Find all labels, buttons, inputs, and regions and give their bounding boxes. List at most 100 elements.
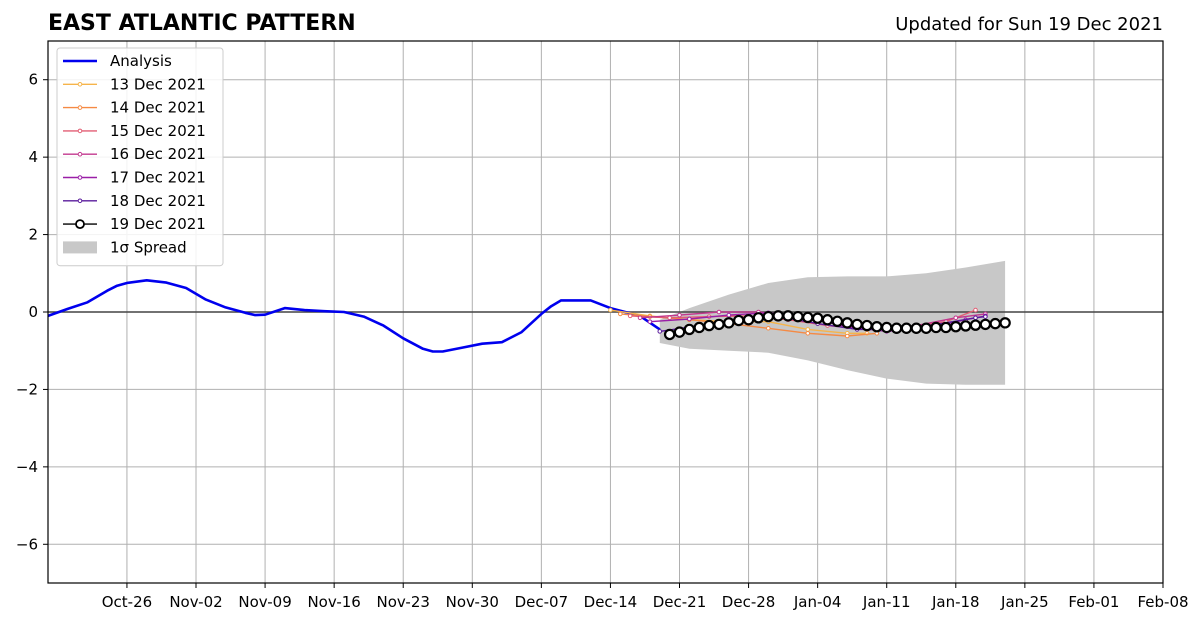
analysis-series — [47, 278, 661, 353]
x-tick-label: Feb-08 — [1137, 593, 1188, 611]
y-axis-ticks: −6 −4 −2 0 2 4 6 — [16, 71, 48, 553]
legend-entry: 18 Dec 2021 — [63, 192, 206, 210]
forecast-point — [713, 318, 725, 331]
legend-label: 17 Dec 2021 — [110, 169, 206, 187]
forecast-point — [716, 309, 722, 315]
forecast-point — [792, 310, 804, 323]
legend: Analysis 13 Dec 2021 14 Dec 2021 15 Dec 202… — [56, 47, 224, 267]
legend-label: 18 Dec 2021 — [110, 192, 206, 210]
forecast-point — [703, 319, 715, 332]
forecast-point — [953, 315, 959, 321]
forecast-point — [811, 312, 824, 324]
legend-entry: 16 Dec 2021 — [63, 145, 206, 163]
legend-entry: 14 Dec 2021 — [63, 99, 206, 117]
legend-marker — [77, 128, 83, 134]
forecast-point — [841, 317, 853, 329]
forecast-point — [657, 329, 663, 334]
forecast-point — [766, 325, 771, 331]
forecast-point — [772, 310, 784, 322]
legend-marker — [77, 198, 83, 204]
forecast-point — [861, 319, 873, 332]
forecast-point — [821, 314, 834, 326]
x-tick-label: Feb-01 — [1068, 593, 1119, 611]
forecast-point — [973, 315, 978, 321]
forecast-point — [693, 321, 705, 334]
x-tick-label: Nov-02 — [169, 593, 222, 611]
y-tick-label: −6 — [16, 535, 38, 553]
x-tick-label: Jan-04 — [793, 593, 842, 611]
forecast-point — [677, 312, 682, 318]
analysis-line — [47, 278, 661, 353]
forecast-point — [910, 322, 923, 334]
chart-title: EAST ATLANTIC PATTERN — [48, 11, 356, 36]
forecast-point — [752, 312, 765, 324]
y-tick-label: 6 — [28, 71, 38, 89]
legend-label: 16 Dec 2021 — [110, 145, 206, 163]
forecast-point — [608, 307, 613, 313]
y-tick-label: 4 — [28, 148, 38, 166]
forecast-point — [979, 318, 992, 331]
forecast-point — [831, 315, 844, 327]
forecast-point — [930, 321, 942, 334]
legend-marker — [77, 151, 83, 157]
forecast-point — [989, 317, 1001, 330]
forecast-point — [890, 322, 903, 334]
legend-marker — [77, 105, 83, 110]
y-tick-label: −4 — [16, 458, 38, 476]
legend-marker — [77, 175, 83, 180]
legend-label: 19 Dec 2021 — [110, 215, 206, 233]
x-tick-label: Nov-30 — [446, 593, 499, 611]
legend-box — [56, 47, 224, 267]
legend-marker — [77, 82, 83, 87]
x-tick-label: Dec-28 — [722, 593, 776, 611]
x-tick-label: Nov-09 — [238, 593, 291, 611]
legend-entry: 15 Dec 2021 — [63, 122, 206, 140]
legend-entry: 19 Dec 2021 — [63, 215, 206, 233]
x-tick-label: Nov-16 — [307, 593, 360, 611]
legend-swatch — [63, 241, 97, 254]
x-tick-label: Jan-18 — [931, 593, 980, 611]
x-tick-label: Nov-23 — [377, 593, 430, 611]
forecast-point — [900, 322, 913, 334]
forecast-point — [663, 328, 676, 341]
legend-entry: 1σ Spread — [63, 238, 187, 256]
forecast-point — [647, 319, 653, 324]
legend-label: Analysis — [110, 52, 172, 70]
forecast-point — [802, 311, 814, 324]
forecast-point — [844, 333, 850, 339]
forecast-point — [782, 310, 794, 322]
legend-entry: Analysis — [63, 52, 172, 70]
x-tick-label: Dec-07 — [515, 593, 569, 611]
forecast-point — [762, 310, 775, 323]
x-axis-ticks: Oct-26 Nov-02 Nov-09 Nov-16 Nov-23 Nov-30 Dec-… — [102, 583, 1189, 611]
forecast-point — [673, 326, 686, 338]
legend-label: 1σ Spread — [110, 238, 187, 256]
legend-label: 15 Dec 2021 — [110, 122, 206, 140]
forecast-series-6 — [663, 310, 1011, 341]
forecast-point — [637, 315, 643, 321]
chart-subtitle: Updated for Sun 19 Dec 2021 — [895, 14, 1163, 35]
forecast-point — [618, 311, 623, 317]
y-tick-label: −2 — [16, 380, 38, 398]
forecast-point — [871, 321, 883, 333]
forecast-point — [627, 313, 633, 319]
forecast-point — [999, 317, 1011, 329]
forecast-point — [805, 330, 811, 336]
forecast-point — [733, 314, 745, 327]
y-tick-label: 2 — [28, 226, 38, 244]
legend-entry: 17 Dec 2021 — [63, 169, 206, 187]
forecast-point — [950, 321, 962, 333]
forecast-point — [683, 323, 696, 336]
forecast-point — [983, 314, 988, 319]
forecast-point — [940, 321, 952, 334]
x-tick-label: Dec-21 — [653, 593, 707, 611]
forecast-point — [805, 327, 811, 332]
x-tick-label: Dec-14 — [584, 593, 638, 611]
y-tick-label: 0 — [28, 303, 38, 321]
forecast-point — [723, 317, 735, 329]
forecast-point — [881, 321, 893, 334]
forecast-point — [969, 319, 982, 331]
x-tick-label: Jan-11 — [862, 593, 911, 611]
